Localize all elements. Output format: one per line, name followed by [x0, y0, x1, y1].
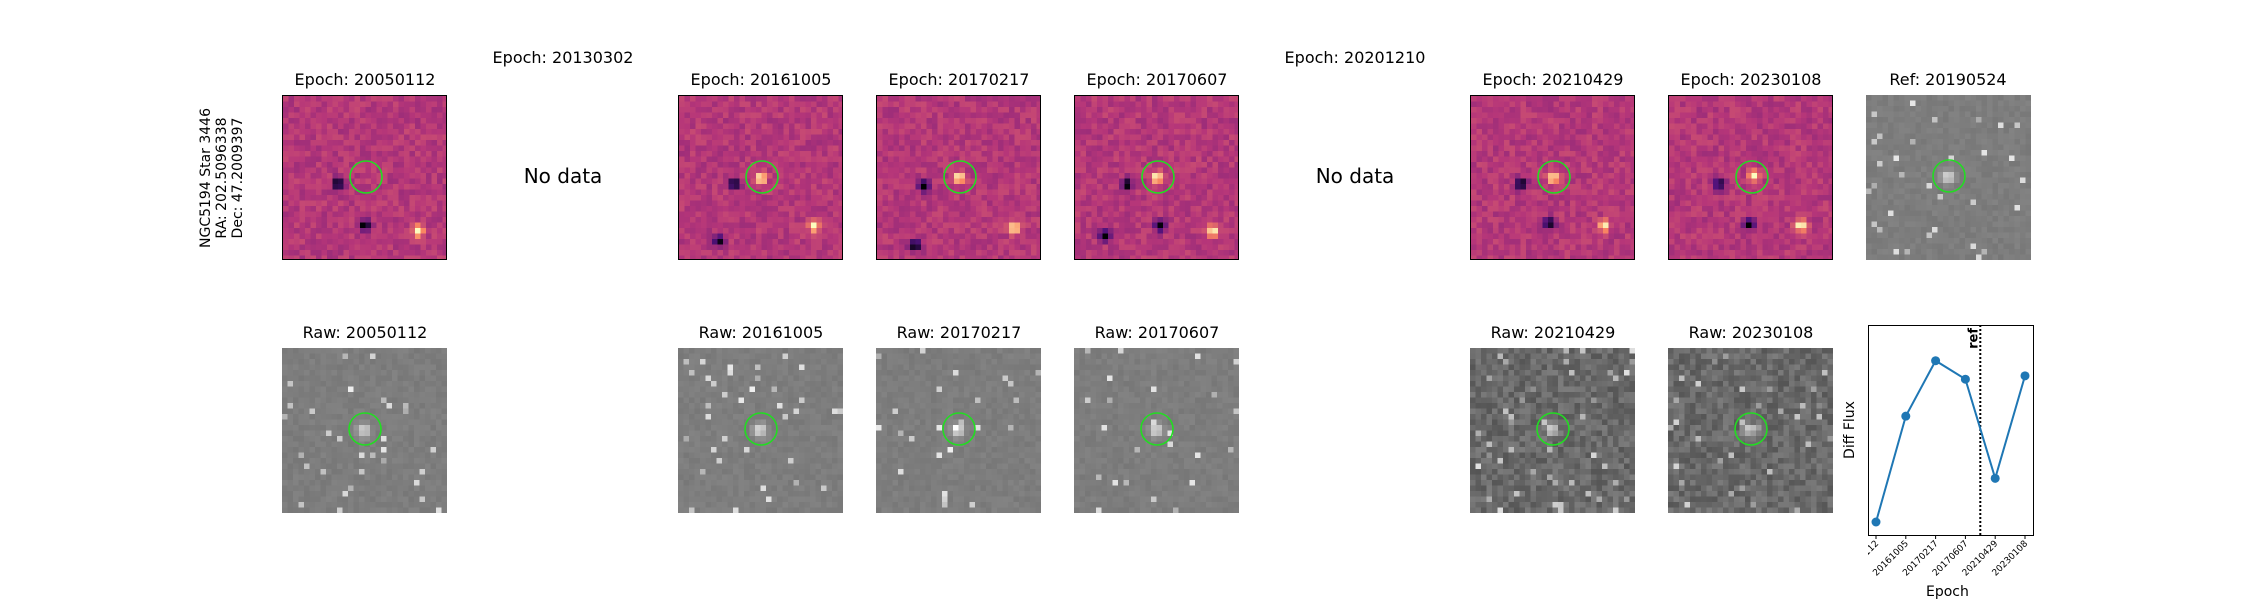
- data-point: [1901, 412, 1910, 421]
- star-ra: RA: 202.5096338: [214, 108, 230, 248]
- diff-image-20210429: [1470, 95, 1635, 260]
- diff-image-20161005: [678, 95, 843, 260]
- x-axis-label: Epoch: [1926, 584, 1969, 600]
- raw-image-svg: [1074, 348, 1239, 513]
- star-info-label: NGC5194 Star 3446 RA: 202.5096338 Dec: 4…: [198, 108, 246, 248]
- diff-image-svg: [283, 96, 447, 260]
- diff-image-svg: [877, 96, 1041, 260]
- y-axis-label: Diff Flux: [1842, 401, 1858, 459]
- data-point: [1931, 356, 1940, 365]
- title-epoch-8: Epoch: 20230108: [1681, 70, 1822, 89]
- raw-image-20170217: [876, 348, 1041, 513]
- title-raw-2: Raw: 20161005: [699, 323, 824, 342]
- raw-image-svg: [1668, 348, 1833, 513]
- data-point: [1961, 375, 1970, 384]
- title-epoch-3: Epoch: 20161005: [691, 70, 832, 89]
- data-point: [1872, 518, 1881, 527]
- diff-image-svg: [1075, 96, 1239, 260]
- diff-image-20230108: [1668, 95, 1833, 260]
- data-point: [1991, 474, 2000, 483]
- diff-image-svg: [1471, 96, 1635, 260]
- series-line: [1876, 361, 2025, 522]
- no-data-label-1: No data: [524, 164, 603, 188]
- star-name: NGC5194 Star 3446: [198, 108, 214, 248]
- no-data-label-2: No data: [1316, 164, 1395, 188]
- raw-image-20230108: [1668, 348, 1833, 513]
- title-epoch-2: Epoch: 20130302: [493, 48, 634, 67]
- title-raw-1: Raw: 20050112: [303, 323, 428, 342]
- diff-image-20170607: [1074, 95, 1239, 260]
- raw-image-20050112: [282, 348, 447, 513]
- raw-image-svg: [282, 348, 447, 513]
- light-curve-chart: ref2005011220161005201702172017060720210…: [1868, 325, 2038, 605]
- reference-image: [1866, 95, 2031, 260]
- title-epoch-5: Epoch: 20170607: [1087, 70, 1228, 89]
- reference-image-svg: [1866, 95, 2031, 260]
- raw-image-svg: [678, 348, 843, 513]
- title-raw-4: Raw: 20170607: [1095, 323, 1220, 342]
- raw-image-20161005: [678, 348, 843, 513]
- raw-image-20210429: [1470, 348, 1635, 513]
- raw-image-svg: [876, 348, 1041, 513]
- raw-image-svg: [1470, 348, 1635, 513]
- title-raw-3: Raw: 20170217: [897, 323, 1022, 342]
- star-dec: Dec: 47.2009397: [230, 108, 246, 248]
- title-epoch-7: Epoch: 20210429: [1483, 70, 1624, 89]
- title-epoch-1: Epoch: 20050112: [295, 70, 436, 89]
- title-epoch-4: Epoch: 20170217: [889, 70, 1030, 89]
- diff-image-svg: [1669, 96, 1833, 260]
- data-point: [2021, 371, 2030, 380]
- raw-image-20170607: [1074, 348, 1239, 513]
- title-raw-5: Raw: 20210429: [1491, 323, 1616, 342]
- title-raw-6: Raw: 20230108: [1689, 323, 1814, 342]
- ref-label: ref: [1966, 328, 1981, 349]
- diff-image-svg: [679, 96, 843, 260]
- title-epoch-6: Epoch: 20201210: [1285, 48, 1426, 67]
- diff-image-20170217: [876, 95, 1041, 260]
- title-reference: Ref: 20190524: [1889, 70, 2006, 89]
- diff-image-20050112: [282, 95, 447, 260]
